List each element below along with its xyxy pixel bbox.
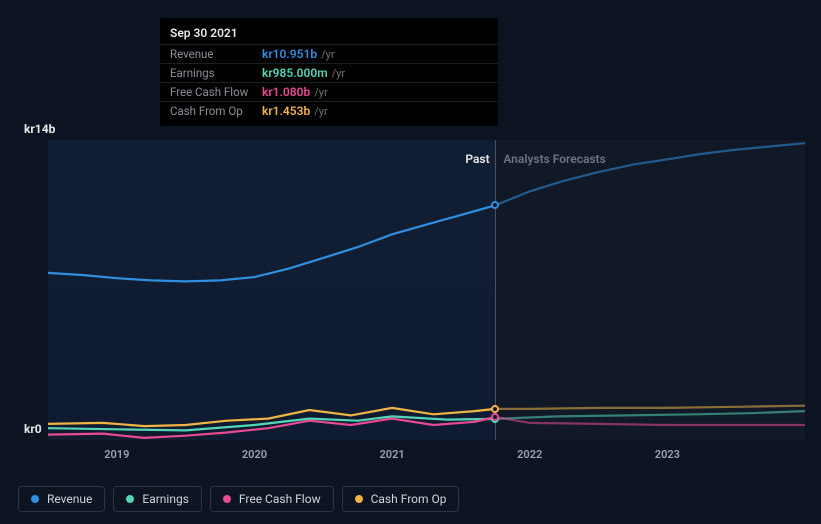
tooltip-key: Revenue (170, 47, 262, 61)
tooltip-row-free-cash-flow: Free Cash Flowkr1.080b/yr (160, 82, 498, 101)
legend-item-cfo[interactable]: Cash From Op (342, 486, 460, 512)
legend-item-earnings[interactable]: Earnings (113, 486, 202, 512)
legend: Revenue Earnings Free Cash Flow Cash From O… (18, 486, 459, 512)
line-revenue-past (48, 205, 495, 281)
x-tick-2022: 2022 (517, 448, 542, 461)
section-label-future: Analysts Forecasts (503, 152, 605, 166)
x-tick-2020: 2020 (242, 448, 267, 461)
tooltip-value: kr985.000m (262, 66, 328, 80)
tooltip-key: Free Cash Flow (170, 85, 262, 99)
line-earnings-forecast (495, 411, 805, 419)
tooltip-value: kr1.453b (262, 104, 310, 118)
legend-dot-icon (126, 495, 134, 503)
tooltip-key: Cash From Op (170, 104, 262, 118)
legend-dot-icon (223, 495, 231, 503)
tooltip-key: Earnings (170, 66, 262, 80)
tooltip-unit: /yr (314, 86, 327, 99)
legend-item-fcf[interactable]: Free Cash Flow (210, 486, 334, 512)
legend-label: Free Cash Flow (239, 492, 321, 506)
y-axis-label-bottom: kr0 (24, 422, 42, 436)
x-tick-2021: 2021 (380, 448, 405, 461)
legend-item-revenue[interactable]: Revenue (18, 486, 105, 512)
legend-label: Revenue (47, 492, 92, 506)
marker-fcf (491, 413, 499, 421)
tooltip-row-revenue: Revenuekr10.951b/yr (160, 44, 498, 63)
plot-area[interactable] (48, 140, 805, 440)
tooltip-row-cash-from-op: Cash From Opkr1.453b/yr (160, 101, 498, 120)
tooltip-unit: /yr (321, 48, 334, 61)
line-cfo-forecast (475, 406, 805, 411)
tooltip-unit: /yr (314, 105, 327, 118)
marker-revenue (491, 201, 499, 209)
y-axis-label-top: kr14b (24, 122, 55, 136)
marker-cfo (491, 405, 499, 413)
chart-lines (48, 140, 805, 440)
line-fcf-past (48, 417, 495, 438)
section-label-past: Past (465, 152, 489, 166)
financial-chart: kr14b kr0 Past Analysts Forecasts Sep 30… (18, 0, 805, 524)
tooltip-unit: /yr (332, 67, 345, 80)
tooltip-value: kr1.080b (262, 85, 310, 99)
tooltip-value: kr10.951b (262, 47, 317, 61)
legend-dot-icon (355, 495, 363, 503)
hover-tooltip: Sep 30 2021 Revenuekr10.951b/yrEarningsk… (160, 18, 498, 126)
tooltip-title: Sep 30 2021 (160, 24, 498, 44)
x-tick-2023: 2023 (655, 448, 680, 461)
legend-label: Cash From Op (371, 492, 447, 506)
legend-label: Earnings (142, 492, 189, 506)
x-tick-2019: 2019 (104, 448, 129, 461)
tooltip-row-earnings: Earningskr985.000m/yr (160, 63, 498, 82)
legend-dot-icon (31, 495, 39, 503)
